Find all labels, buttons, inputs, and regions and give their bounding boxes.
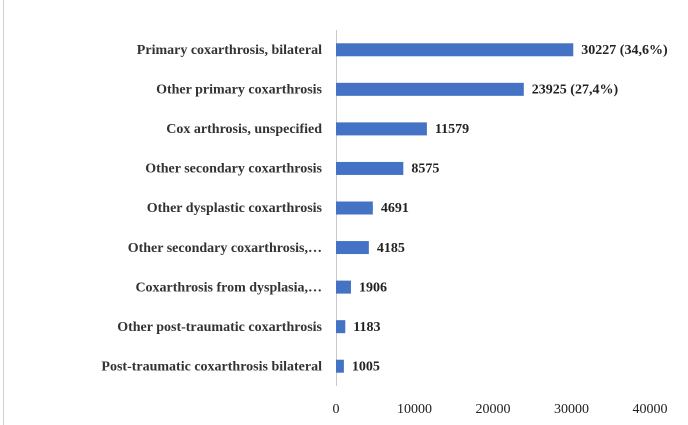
y-tick-label: Other secondary coxarthrosis,… — [128, 241, 322, 256]
y-tick-label: Other primary coxarthrosis — [156, 83, 322, 98]
x-tick-label: 0 — [333, 402, 340, 417]
data-label: 23925 (27,4%) — [532, 83, 619, 98]
y-tick-label: Other post-traumatic coxarthrosis — [117, 320, 322, 335]
x-tick-label: 40000 — [633, 402, 668, 417]
data-label: 1906 — [359, 280, 387, 295]
data-label: 1183 — [353, 320, 380, 335]
bar — [336, 359, 344, 373]
x-tick-label: 10000 — [397, 402, 432, 417]
y-tick-label: Other dysplastic coxarthrosis — [147, 201, 323, 216]
bar — [336, 82, 524, 96]
bar — [336, 161, 404, 175]
data-label: 8575 — [411, 162, 439, 177]
data-label: 30227 (34,6%) — [581, 43, 668, 58]
y-tick-label: Coxarthrosis from dysplasia,… — [135, 280, 322, 295]
data-label: 4691 — [381, 201, 409, 216]
data-label: 11579 — [435, 122, 469, 137]
data-label: 4185 — [377, 241, 405, 256]
data-label: 1005 — [352, 359, 380, 374]
x-tick-label: 30000 — [554, 402, 589, 417]
bar — [336, 201, 373, 215]
bar — [336, 241, 369, 255]
y-tick-label: Primary coxarthrosis, bilateral — [137, 43, 322, 58]
bar — [336, 280, 351, 294]
bar — [336, 43, 574, 57]
bar — [336, 122, 427, 136]
bar — [336, 320, 346, 334]
y-tick-label: Cox arthrosis, unspecified — [166, 122, 322, 137]
y-tick-label: Other secondary coxarthrosis — [145, 162, 322, 177]
x-tick-label: 20000 — [476, 402, 511, 417]
y-tick-label: Post-traumatic coxarthrosis bilateral — [101, 359, 322, 374]
